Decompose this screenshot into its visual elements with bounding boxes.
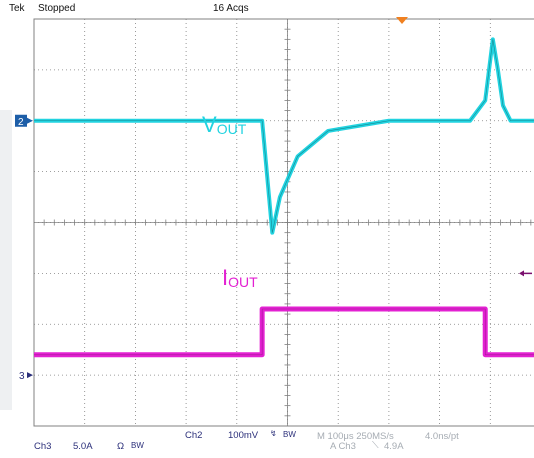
trace-iout-noise [34, 308, 534, 356]
trigger-position-marker [396, 17, 408, 24]
side-panel [0, 110, 12, 410]
vout-label: VOUT [202, 112, 247, 137]
ch3-label: Ch3 [34, 441, 52, 452]
brand-label: Tek [9, 3, 25, 14]
resolution: 4.0ns/pt [425, 431, 459, 442]
trace-vout [34, 37, 534, 235]
trace-vout-noise [34, 39, 534, 233]
ch2-marker-label: 2 [18, 117, 24, 128]
graticule [33, 18, 534, 427]
ch3-marker-label: 3 [19, 371, 25, 382]
trigger-slope-icon: ⟍ [372, 440, 379, 451]
ch3-coupling: Ω [117, 441, 125, 452]
ch3-marker-arrow [27, 372, 33, 379]
ch2-bw: BW [283, 430, 296, 439]
ch3-scale: 5.0A [73, 441, 93, 452]
trigger-level: 4.9A [384, 441, 404, 452]
run-status: Stopped [38, 3, 76, 14]
trace-iout [34, 306, 534, 358]
acquisition-count: 16 Acqs [213, 3, 249, 14]
iout-label: IOUT [222, 265, 258, 290]
ch2-marker-box [15, 114, 27, 127]
ch2-probe-icon: ↯ [270, 429, 277, 438]
trigger-level-arrow [519, 270, 524, 277]
scope-markers: 23 [15, 17, 532, 382]
ch3-bw: BW [131, 441, 144, 450]
ch2-scale: 100mV [228, 430, 259, 441]
trigger-source: A Ch3 [330, 441, 356, 452]
ch2-marker-arrow [27, 117, 33, 124]
waveform-traces [34, 37, 534, 358]
timebase: M 100μs 250MS/s [317, 431, 394, 442]
ch2-label: Ch2 [185, 430, 203, 441]
